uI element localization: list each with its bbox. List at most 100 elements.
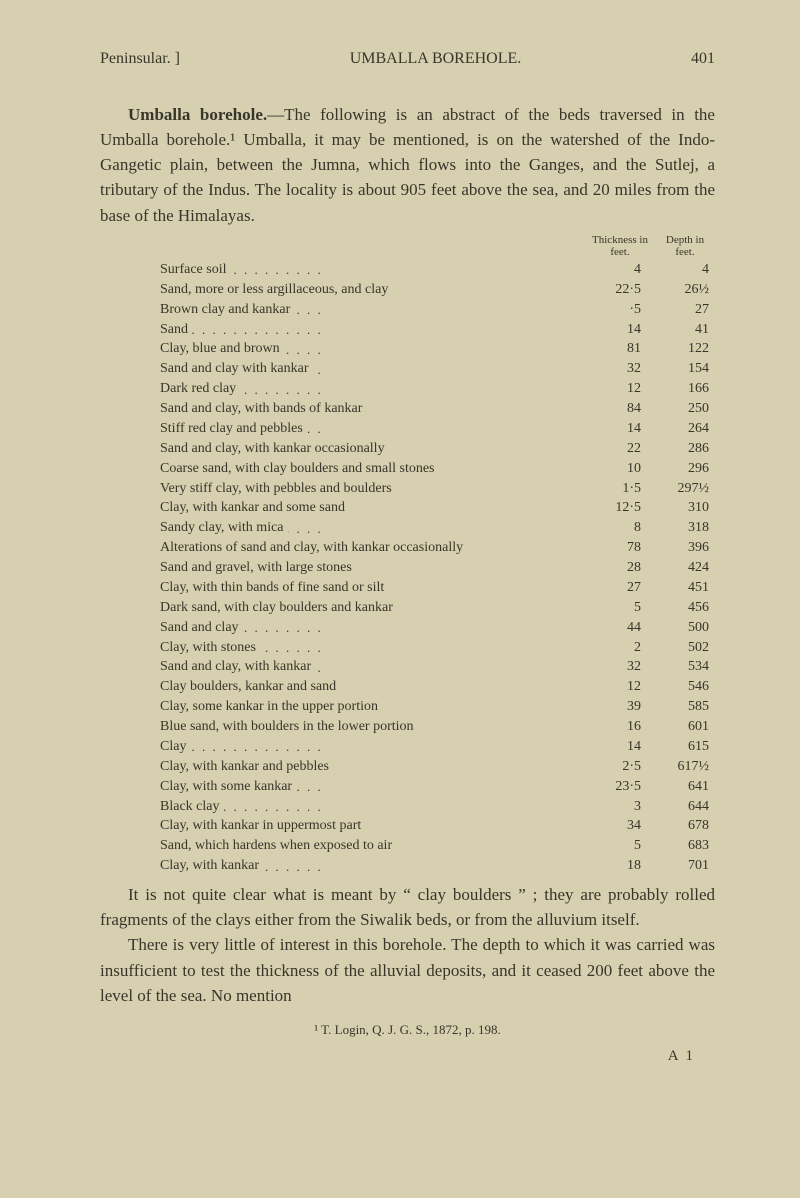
row-label: Sand, which hardens when exposed to air bbox=[160, 836, 585, 856]
row-label: Surface soil bbox=[160, 260, 585, 280]
row-thickness: 14 bbox=[585, 737, 655, 757]
row-thickness: ·5 bbox=[585, 300, 655, 320]
table-row: Sand and clay, with kankar32534 bbox=[160, 657, 715, 677]
row-label: Coarse sand, with clay boulders and smal… bbox=[160, 459, 585, 479]
row-label: Blue sand, with boulders in the lower po… bbox=[160, 717, 585, 737]
row-label: Sand and clay with kankar bbox=[160, 359, 585, 379]
table-header: Thickness in feet. Depth in feet. bbox=[160, 234, 715, 258]
row-depth: 27 bbox=[655, 300, 715, 320]
row-depth: 424 bbox=[655, 558, 715, 578]
table-row: Dark sand, with clay boulders and kankar… bbox=[160, 598, 715, 618]
row-depth: 644 bbox=[655, 797, 715, 817]
row-label: Very stiff clay, with pebbles and boulde… bbox=[160, 479, 585, 499]
row-thickness: 78 bbox=[585, 538, 655, 558]
row-label: Stiff red clay and pebbles bbox=[160, 419, 585, 439]
running-head-left: Peninsular. ] bbox=[100, 50, 180, 68]
table-row: Sand and clay, with bands of kankar84250 bbox=[160, 399, 715, 419]
body-text: Umballa borehole.—The following is an ab… bbox=[100, 102, 715, 228]
page: Peninsular. ] UMBALLA BOREHOLE. 401 Umba… bbox=[0, 0, 800, 1105]
row-label: Clay, with kankar bbox=[160, 856, 585, 876]
table-row: Sand and gravel, with large stones28424 bbox=[160, 558, 715, 578]
row-thickness: 5 bbox=[585, 836, 655, 856]
table-row: Clay, with kankar18701 bbox=[160, 856, 715, 876]
row-depth: 264 bbox=[655, 419, 715, 439]
row-label: Sand and clay bbox=[160, 618, 585, 638]
row-depth: 310 bbox=[655, 498, 715, 518]
row-thickness: 44 bbox=[585, 618, 655, 638]
row-depth: 456 bbox=[655, 598, 715, 618]
row-label: Clay, blue and brown bbox=[160, 339, 585, 359]
row-thickness: 28 bbox=[585, 558, 655, 578]
table-row: Sand, more or less argillaceous, and cla… bbox=[160, 280, 715, 300]
row-thickness: 3 bbox=[585, 797, 655, 817]
row-thickness: 18 bbox=[585, 856, 655, 876]
paragraph-3: There is very little of interest in this… bbox=[100, 932, 715, 1007]
row-thickness: 2·5 bbox=[585, 757, 655, 777]
table-row: Sand, which hardens when exposed to air5… bbox=[160, 836, 715, 856]
table-header-depth: Depth in feet. bbox=[655, 234, 715, 258]
row-depth: 534 bbox=[655, 657, 715, 677]
row-depth: 122 bbox=[655, 339, 715, 359]
table-row: Sand and clay44500 bbox=[160, 618, 715, 638]
row-thickness: 8 bbox=[585, 518, 655, 538]
row-depth: 601 bbox=[655, 717, 715, 737]
row-thickness: 10 bbox=[585, 459, 655, 479]
table-row: Coarse sand, with clay boulders and smal… bbox=[160, 459, 715, 479]
row-thickness: 27 bbox=[585, 578, 655, 598]
row-label: Clay, with kankar in uppermost part bbox=[160, 816, 585, 836]
row-label: Sand and clay, with kankar bbox=[160, 657, 585, 677]
table-row: Very stiff clay, with pebbles and boulde… bbox=[160, 479, 715, 499]
table-row: Surface soil44 bbox=[160, 260, 715, 280]
paragraph-1: Umballa borehole.—The following is an ab… bbox=[100, 102, 715, 228]
row-thickness: 12 bbox=[585, 677, 655, 697]
row-label: Clay, with kankar and pebbles bbox=[160, 757, 585, 777]
row-thickness: 2 bbox=[585, 638, 655, 658]
row-depth: 26½ bbox=[655, 280, 715, 300]
row-thickness: 16 bbox=[585, 717, 655, 737]
row-thickness: 22·5 bbox=[585, 280, 655, 300]
row-label: Dark sand, with clay boulders and kankar bbox=[160, 598, 585, 618]
row-depth: 617½ bbox=[655, 757, 715, 777]
table-row: Clay, blue and brown81122 bbox=[160, 339, 715, 359]
row-thickness: 5 bbox=[585, 598, 655, 618]
table-row: Brown clay and kankar·527 bbox=[160, 300, 715, 320]
table-row: Sand1441 bbox=[160, 320, 715, 340]
body-text-lower: It is not quite clear what is meant by “… bbox=[100, 882, 715, 1008]
table-row: Clay, some kankar in the upper portion39… bbox=[160, 697, 715, 717]
sheet-signature: A 1 bbox=[100, 1048, 715, 1065]
row-label: Dark red clay bbox=[160, 379, 585, 399]
row-label: Clay bbox=[160, 737, 585, 757]
table-row: Clay, with kankar and some sand12·5310 bbox=[160, 498, 715, 518]
row-depth: 585 bbox=[655, 697, 715, 717]
row-depth: 4 bbox=[655, 260, 715, 280]
row-thickness: 12 bbox=[585, 379, 655, 399]
row-depth: 641 bbox=[655, 777, 715, 797]
row-thickness: 84 bbox=[585, 399, 655, 419]
footnote: ¹ T. Login, Q. J. G. S., 1872, p. 198. bbox=[100, 1022, 715, 1038]
row-label: Sand and gravel, with large stones bbox=[160, 558, 585, 578]
table-row: Alterations of sand and clay, with kanka… bbox=[160, 538, 715, 558]
row-thickness: 32 bbox=[585, 657, 655, 677]
row-thickness: 1·5 bbox=[585, 479, 655, 499]
table-row: Sand and clay, with kankar occasionally2… bbox=[160, 439, 715, 459]
row-thickness: 34 bbox=[585, 816, 655, 836]
table-row: Sand and clay with kankar32154 bbox=[160, 359, 715, 379]
row-depth: 296 bbox=[655, 459, 715, 479]
row-thickness: 39 bbox=[585, 697, 655, 717]
row-label: Sand and clay, with kankar occasionally bbox=[160, 439, 585, 459]
row-label: Alterations of sand and clay, with kanka… bbox=[160, 538, 585, 558]
row-depth: 502 bbox=[655, 638, 715, 658]
row-depth: 683 bbox=[655, 836, 715, 856]
row-thickness: 22 bbox=[585, 439, 655, 459]
row-depth: 615 bbox=[655, 737, 715, 757]
paragraph-2: It is not quite clear what is meant by “… bbox=[100, 882, 715, 932]
row-depth: 297½ bbox=[655, 479, 715, 499]
row-label: Black clay bbox=[160, 797, 585, 817]
row-thickness: 81 bbox=[585, 339, 655, 359]
row-label: Brown clay and kankar bbox=[160, 300, 585, 320]
table-row: Clay, with kankar and pebbles2·5617½ bbox=[160, 757, 715, 777]
table-row: Clay, with kankar in uppermost part34678 bbox=[160, 816, 715, 836]
table-row: Sandy clay, with mica8318 bbox=[160, 518, 715, 538]
row-depth: 396 bbox=[655, 538, 715, 558]
row-label: Clay, some kankar in the upper portion bbox=[160, 697, 585, 717]
